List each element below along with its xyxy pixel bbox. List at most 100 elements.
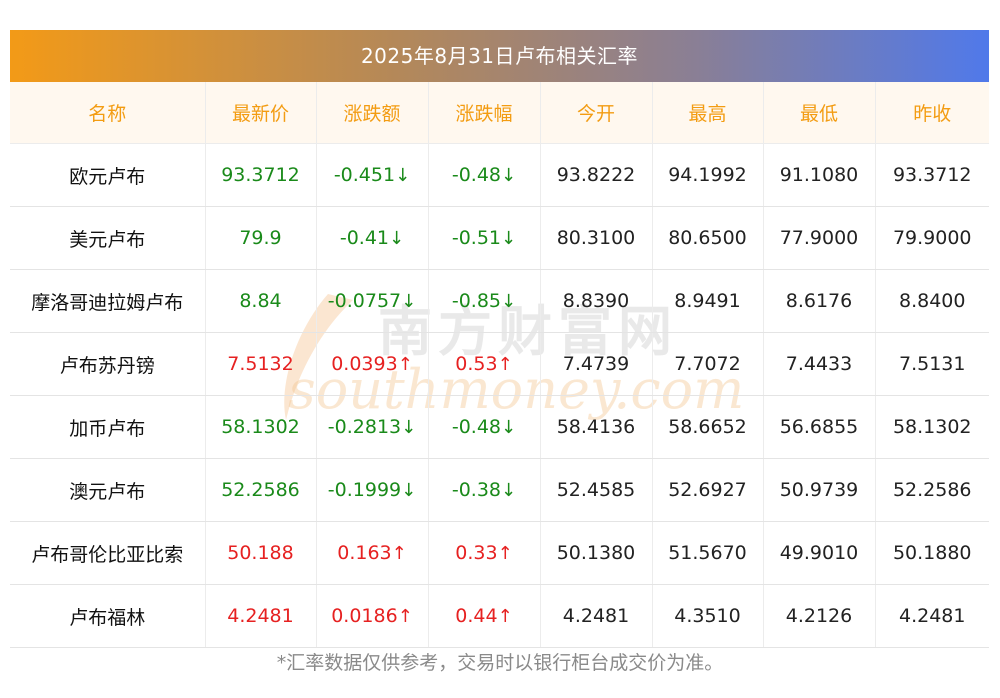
change-pct-value: -0.85 — [451, 290, 502, 312]
prev-close-price: 93.3712 — [875, 143, 989, 207]
down-arrow-icon: ↓ — [389, 228, 405, 249]
change-value: 0.163 — [337, 542, 392, 564]
change-value: 0.0393 — [331, 353, 398, 375]
header-latest: 最新价 — [205, 82, 317, 144]
pair-name: 卢布哥伦比亚比索 — [10, 521, 206, 585]
latest-price: 79.9 — [205, 206, 317, 270]
rate-table: 名称 最新价 涨跌额 涨跌幅 今开 最高 最低 昨收 欧元卢布 93.3712 -0… — [10, 82, 989, 648]
latest-price: 50.188 — [205, 521, 317, 585]
open-price: 52.4585 — [540, 458, 653, 522]
up-arrow-icon: ↑ — [397, 606, 413, 627]
down-arrow-icon: ↓ — [501, 228, 517, 249]
header-change-pct: 涨跌幅 — [428, 82, 541, 144]
down-arrow-icon: ↓ — [401, 417, 417, 438]
latest-price: 52.2586 — [205, 458, 317, 522]
change-pct-value: 0.33 — [455, 542, 498, 564]
change-amount: -0.1999↓ — [316, 458, 429, 522]
table-title: 2025年8月31日卢布相关汇率 — [10, 30, 989, 82]
down-arrow-icon: ↓ — [401, 291, 417, 312]
pair-name: 摩洛哥迪拉姆卢布 — [10, 269, 206, 333]
open-price: 7.4739 — [540, 332, 653, 396]
prev-close-price: 4.2481 — [875, 584, 989, 648]
header-open: 今开 — [540, 82, 653, 144]
low-price: 8.6176 — [763, 269, 876, 333]
table-row: 美元卢布 79.9 -0.41↓ -0.51↓ 80.3100 80.6500 77.900… — [10, 206, 989, 270]
change-pct-value: 0.53 — [455, 353, 498, 375]
open-price: 50.1380 — [540, 521, 653, 585]
change-amount: 0.0393↑ — [316, 332, 429, 396]
change-amount: 0.0186↑ — [316, 584, 429, 648]
high-price: 4.3510 — [652, 584, 764, 648]
change-value: 0.0186 — [331, 605, 398, 627]
rate-table-panel: 2025年8月31日卢布相关汇率 名称 最新价 涨跌额 涨跌幅 今开 最高 最低… — [10, 30, 989, 648]
low-price: 4.2126 — [763, 584, 876, 648]
up-arrow-icon: ↑ — [397, 354, 413, 375]
change-percent: -0.48↓ — [428, 143, 541, 207]
change-percent: 0.33↑ — [428, 521, 541, 585]
up-arrow-icon: ↑ — [497, 606, 513, 627]
change-value: -0.451 — [333, 164, 396, 186]
low-price: 77.9000 — [763, 206, 876, 270]
open-price: 93.8222 — [540, 143, 653, 207]
table-row: 摩洛哥迪拉姆卢布 8.84 -0.0757↓ -0.85↓ 8.8390 8.9491 8.… — [10, 269, 989, 333]
change-amount: 0.163↑ — [316, 521, 429, 585]
pair-name: 卢布福林 — [10, 584, 206, 648]
open-price: 80.3100 — [540, 206, 653, 270]
pair-name: 卢布苏丹镑 — [10, 332, 206, 396]
header-change: 涨跌额 — [316, 82, 429, 144]
low-price: 49.9010 — [763, 521, 876, 585]
change-percent: -0.48↓ — [428, 395, 541, 459]
change-percent: -0.38↓ — [428, 458, 541, 522]
change-amount: -0.2813↓ — [316, 395, 429, 459]
up-arrow-icon: ↑ — [497, 543, 513, 564]
prev-close-price: 8.8400 — [875, 269, 989, 333]
up-arrow-icon: ↑ — [497, 354, 513, 375]
high-price: 52.6927 — [652, 458, 764, 522]
down-arrow-icon: ↓ — [395, 165, 411, 186]
latest-price: 7.5132 — [205, 332, 317, 396]
open-price: 8.8390 — [540, 269, 653, 333]
high-price: 58.6652 — [652, 395, 764, 459]
pair-name: 美元卢布 — [10, 206, 206, 270]
pair-name: 加币卢布 — [10, 395, 206, 459]
header-prev-close: 昨收 — [875, 82, 989, 144]
table-row: 澳元卢布 52.2586 -0.1999↓ -0.38↓ 52.4585 52.6927 5… — [10, 458, 989, 522]
latest-price: 4.2481 — [205, 584, 317, 648]
low-price: 91.1080 — [763, 143, 876, 207]
down-arrow-icon: ↓ — [501, 291, 517, 312]
down-arrow-icon: ↓ — [401, 480, 417, 501]
pair-name: 欧元卢布 — [10, 143, 206, 207]
latest-price: 93.3712 — [205, 143, 317, 207]
table-row: 卢布哥伦比亚比索 50.188 0.163↑ 0.33↑ 50.1380 51.5670 4… — [10, 521, 989, 585]
high-price: 80.6500 — [652, 206, 764, 270]
latest-price: 8.84 — [205, 269, 317, 333]
change-percent: -0.85↓ — [428, 269, 541, 333]
open-price: 4.2481 — [540, 584, 653, 648]
header-name: 名称 — [10, 82, 206, 144]
prev-close-price: 52.2586 — [875, 458, 989, 522]
high-price: 8.9491 — [652, 269, 764, 333]
up-arrow-icon: ↑ — [391, 543, 407, 564]
down-arrow-icon: ↓ — [501, 417, 517, 438]
change-percent: -0.51↓ — [428, 206, 541, 270]
change-pct-value: -0.48 — [451, 164, 502, 186]
change-value: -0.0757 — [327, 290, 402, 312]
change-value: -0.1999 — [327, 479, 402, 501]
change-amount: -0.0757↓ — [316, 269, 429, 333]
prev-close-price: 7.5131 — [875, 332, 989, 396]
change-pct-value: -0.48 — [451, 416, 502, 438]
change-amount: -0.41↓ — [316, 206, 429, 270]
high-price: 7.7072 — [652, 332, 764, 396]
high-price: 94.1992 — [652, 143, 764, 207]
change-pct-value: -0.51 — [451, 227, 502, 249]
change-value: -0.2813 — [327, 416, 402, 438]
change-pct-value: -0.38 — [451, 479, 502, 501]
table-row: 欧元卢布 93.3712 -0.451↓ -0.48↓ 93.8222 94.1992 91… — [10, 143, 989, 207]
change-pct-value: 0.44 — [455, 605, 498, 627]
high-price: 51.5670 — [652, 521, 764, 585]
change-percent: 0.53↑ — [428, 332, 541, 396]
table-header-row: 名称 最新价 涨跌额 涨跌幅 今开 最高 最低 昨收 — [10, 82, 989, 144]
change-value: -0.41 — [339, 227, 390, 249]
prev-close-price: 58.1302 — [875, 395, 989, 459]
header-low: 最低 — [763, 82, 876, 144]
